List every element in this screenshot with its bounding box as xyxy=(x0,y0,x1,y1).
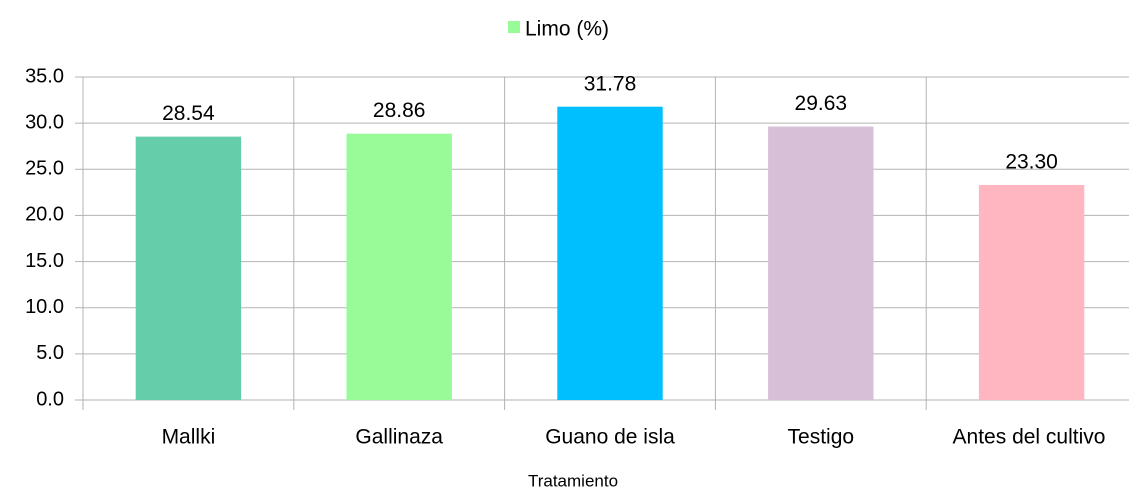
bar xyxy=(557,106,663,400)
y-tick-label: 30.0 xyxy=(25,111,64,133)
y-tick-label: 15.0 xyxy=(25,250,64,272)
x-tick-label: Antes del cultivo xyxy=(953,426,1106,449)
bar xyxy=(135,136,242,400)
data-label: 29.63 xyxy=(795,92,848,115)
y-tick-label: 25.0 xyxy=(25,158,64,180)
data-label: 28.86 xyxy=(373,99,426,122)
y-tick-label: 20.0 xyxy=(25,204,64,226)
y-tick-label: 35.0 xyxy=(25,65,64,87)
y-tick-label: 0.0 xyxy=(36,388,64,410)
x-axis-title: Tratamiento xyxy=(528,471,618,490)
x-tick-label: Gallinaza xyxy=(355,426,443,449)
y-tick-label: 10.0 xyxy=(25,296,64,318)
y-tick-label: 5.0 xyxy=(36,342,64,364)
data-label: 31.78 xyxy=(584,72,637,95)
bar xyxy=(768,126,874,400)
x-tick-label: Testigo xyxy=(788,426,855,449)
legend-swatch xyxy=(508,21,520,33)
x-tick-label: Guano de isla xyxy=(545,426,675,449)
bar xyxy=(978,184,1085,400)
x-tick-label: Mallki xyxy=(162,426,216,449)
bar xyxy=(346,133,452,400)
data-label: 23.30 xyxy=(1005,151,1058,174)
legend-label: Limo (%) xyxy=(525,18,609,41)
data-label: 28.54 xyxy=(162,102,215,125)
